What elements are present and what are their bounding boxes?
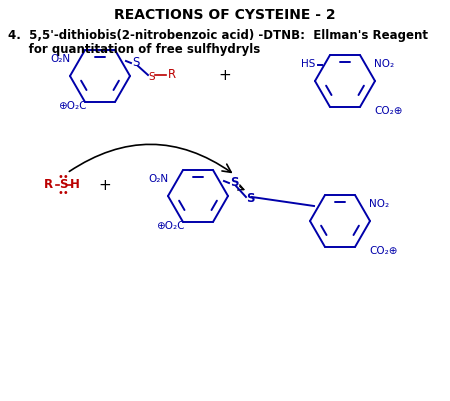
Text: NO₂: NO₂	[374, 59, 394, 69]
Text: +: +	[99, 178, 112, 192]
Text: NO₂: NO₂	[369, 199, 389, 209]
Text: CO₂⊕: CO₂⊕	[369, 246, 397, 256]
FancyArrowPatch shape	[238, 185, 244, 190]
Text: S: S	[132, 57, 140, 69]
Text: S: S	[230, 176, 239, 190]
Text: 4.  5,5'-dithiobis(2-nitrobenzoic acid) -DTNB:  Ellman's Reagent: 4. 5,5'-dithiobis(2-nitrobenzoic acid) -…	[8, 29, 428, 42]
Text: ⊕O₂C: ⊕O₂C	[156, 221, 184, 231]
Text: CO₂⊕: CO₂⊕	[374, 106, 402, 116]
Text: R: R	[168, 69, 176, 81]
Text: for quantitation of free sulfhydryls: for quantitation of free sulfhydryls	[8, 43, 260, 56]
Text: H: H	[70, 178, 80, 192]
Text: S: S	[59, 178, 67, 192]
Text: R: R	[44, 178, 53, 192]
Text: O₂N: O₂N	[148, 174, 168, 184]
Text: S: S	[148, 72, 155, 82]
Text: O₂N: O₂N	[50, 54, 70, 64]
Text: REACTIONS OF CYSTEINE - 2: REACTIONS OF CYSTEINE - 2	[114, 8, 336, 22]
Text: ⊕O₂C: ⊕O₂C	[58, 101, 86, 111]
Text: ••: ••	[57, 188, 69, 198]
FancyArrowPatch shape	[69, 144, 231, 172]
Text: ••: ••	[57, 172, 69, 182]
Text: HS: HS	[301, 59, 315, 69]
Text: S: S	[246, 192, 255, 205]
Text: +: +	[219, 69, 231, 83]
